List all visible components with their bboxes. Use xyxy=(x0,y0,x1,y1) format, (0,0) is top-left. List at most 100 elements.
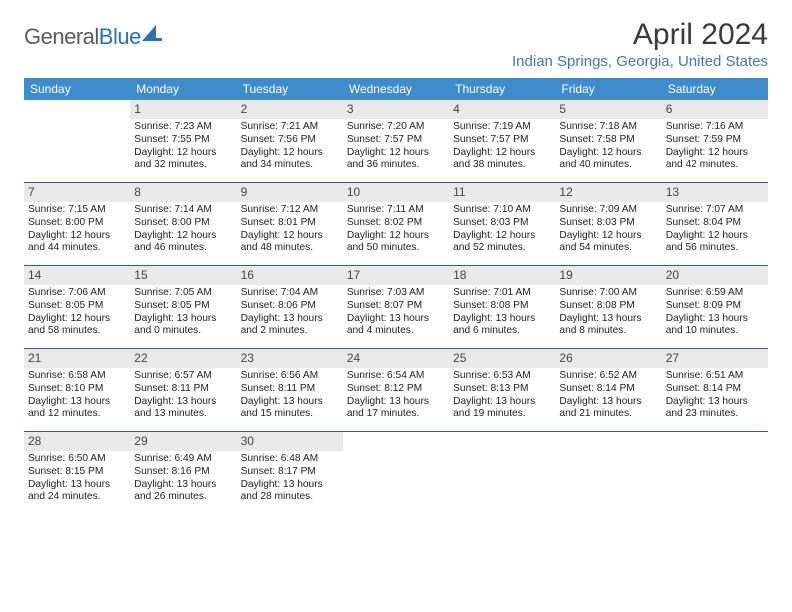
day-cell: 26Sunrise: 6:52 AMSunset: 8:14 PMDayligh… xyxy=(555,349,661,431)
sunset-text: Sunset: 7:56 PM xyxy=(241,134,339,147)
sunrise-text: Sunrise: 7:12 AM xyxy=(241,204,339,217)
calendar-grid: SundayMondayTuesdayWednesdayThursdayFrid… xyxy=(24,78,768,510)
daylight-text: Daylight: 13 hours and 19 minutes. xyxy=(453,396,551,422)
day-number: 28 xyxy=(24,432,130,451)
day-cell: 8Sunrise: 7:14 AMSunset: 8:00 PMDaylight… xyxy=(130,183,236,265)
day-cell: 27Sunrise: 6:51 AMSunset: 8:14 PMDayligh… xyxy=(662,349,768,431)
sunrise-text: Sunrise: 7:23 AM xyxy=(134,121,232,134)
sunrise-text: Sunrise: 7:04 AM xyxy=(241,287,339,300)
sunset-text: Sunset: 8:05 PM xyxy=(28,300,126,313)
day-number: 27 xyxy=(662,349,768,368)
sunset-text: Sunset: 8:07 PM xyxy=(347,300,445,313)
daylight-text: Daylight: 13 hours and 8 minutes. xyxy=(559,313,657,339)
day-number: 14 xyxy=(24,266,130,285)
sunrise-text: Sunrise: 7:09 AM xyxy=(559,204,657,217)
day-cell: 20Sunrise: 6:59 AMSunset: 8:09 PMDayligh… xyxy=(662,266,768,348)
day-number: 5 xyxy=(555,100,661,119)
sunset-text: Sunset: 8:01 PM xyxy=(241,217,339,230)
day-number: 26 xyxy=(555,349,661,368)
daylight-text: Daylight: 12 hours and 58 minutes. xyxy=(28,313,126,339)
sunset-text: Sunset: 8:11 PM xyxy=(241,383,339,396)
day-number: 18 xyxy=(449,266,555,285)
weekday-header: Wednesday xyxy=(343,78,449,100)
sunset-text: Sunset: 8:17 PM xyxy=(241,466,339,479)
sunset-text: Sunset: 8:16 PM xyxy=(134,466,232,479)
daylight-text: Daylight: 13 hours and 26 minutes. xyxy=(134,479,232,505)
empty-day-cell xyxy=(24,100,130,182)
day-number: 15 xyxy=(130,266,236,285)
daylight-text: Daylight: 13 hours and 13 minutes. xyxy=(134,396,232,422)
day-number: 29 xyxy=(130,432,236,451)
day-number: 3 xyxy=(343,100,449,119)
daylight-text: Daylight: 12 hours and 48 minutes. xyxy=(241,230,339,256)
daylight-text: Daylight: 13 hours and 17 minutes. xyxy=(347,396,445,422)
sunrise-text: Sunrise: 6:58 AM xyxy=(28,370,126,383)
daylight-text: Daylight: 13 hours and 2 minutes. xyxy=(241,313,339,339)
weekday-header: Saturday xyxy=(662,78,768,100)
sunrise-text: Sunrise: 7:06 AM xyxy=(28,287,126,300)
sunrise-text: Sunrise: 6:56 AM xyxy=(241,370,339,383)
sunrise-text: Sunrise: 7:07 AM xyxy=(666,204,764,217)
day-cell: 30Sunrise: 6:48 AMSunset: 8:17 PMDayligh… xyxy=(237,432,343,510)
sunrise-text: Sunrise: 7:01 AM xyxy=(453,287,551,300)
sunrise-text: Sunrise: 7:05 AM xyxy=(134,287,232,300)
sunrise-text: Sunrise: 6:50 AM xyxy=(28,453,126,466)
calendar-page: GeneralBlue April 2024 Indian Springs, G… xyxy=(0,0,792,520)
month-title: April 2024 xyxy=(512,18,768,51)
day-number: 21 xyxy=(24,349,130,368)
day-cell: 14 Sunrise: 7:06 AMSunset: 8:05 PMDayligh… xyxy=(24,266,130,348)
sunset-text: Sunset: 7:59 PM xyxy=(666,134,764,147)
daylight-text: Daylight: 13 hours and 24 minutes. xyxy=(28,479,126,505)
daylight-text: Daylight: 13 hours and 28 minutes. xyxy=(241,479,339,505)
daylight-text: Daylight: 12 hours and 50 minutes. xyxy=(347,230,445,256)
sunrise-text: Sunrise: 7:10 AM xyxy=(453,204,551,217)
daylight-text: Daylight: 12 hours and 36 minutes. xyxy=(347,147,445,173)
sunrise-text: Sunrise: 7:18 AM xyxy=(559,121,657,134)
sunrise-text: Sunrise: 6:49 AM xyxy=(134,453,232,466)
sunset-text: Sunset: 8:08 PM xyxy=(453,300,551,313)
daylight-text: Daylight: 12 hours and 38 minutes. xyxy=(453,147,551,173)
day-cell: 11Sunrise: 7:10 AMSunset: 8:03 PMDayligh… xyxy=(449,183,555,265)
daylight-text: Daylight: 13 hours and 12 minutes. xyxy=(28,396,126,422)
day-cell: 12Sunrise: 7:09 AMSunset: 8:03 PMDayligh… xyxy=(555,183,661,265)
day-cell: 5Sunrise: 7:18 AMSunset: 7:58 PMDaylight… xyxy=(555,100,661,182)
logo-text-gray: General xyxy=(24,24,99,50)
day-number: 17 xyxy=(343,266,449,285)
sunrise-text: Sunrise: 7:03 AM xyxy=(347,287,445,300)
day-cell: 6Sunrise: 7:16 AMSunset: 7:59 PMDaylight… xyxy=(662,100,768,182)
day-cell: 17Sunrise: 7:03 AMSunset: 8:07 PMDayligh… xyxy=(343,266,449,348)
sunrise-text: Sunrise: 7:14 AM xyxy=(134,204,232,217)
day-number: 6 xyxy=(662,100,768,119)
sunset-text: Sunset: 7:57 PM xyxy=(453,134,551,147)
day-number: 30 xyxy=(237,432,343,451)
sunset-text: Sunset: 7:55 PM xyxy=(134,134,232,147)
sunrise-text: Sunrise: 6:53 AM xyxy=(453,370,551,383)
empty-day-cell xyxy=(343,432,449,510)
sunrise-text: Sunrise: 7:21 AM xyxy=(241,121,339,134)
header: GeneralBlue April 2024 Indian Springs, G… xyxy=(24,18,768,70)
day-number: 1 xyxy=(130,100,236,119)
empty-day-cell xyxy=(662,432,768,510)
day-number: 7 xyxy=(24,183,130,202)
day-cell: 19Sunrise: 7:00 AMSunset: 8:08 PMDayligh… xyxy=(555,266,661,348)
logo: GeneralBlue xyxy=(24,18,162,50)
sunset-text: Sunset: 8:03 PM xyxy=(453,217,551,230)
daylight-text: Daylight: 12 hours and 40 minutes. xyxy=(559,147,657,173)
day-cell: 23Sunrise: 6:56 AMSunset: 8:11 PMDayligh… xyxy=(237,349,343,431)
daylight-text: Daylight: 12 hours and 46 minutes. xyxy=(134,230,232,256)
empty-day-cell xyxy=(449,432,555,510)
day-cell: 3Sunrise: 7:20 AMSunset: 7:57 PMDaylight… xyxy=(343,100,449,182)
sunset-text: Sunset: 8:09 PM xyxy=(666,300,764,313)
day-cell: 4Sunrise: 7:19 AMSunset: 7:57 PMDaylight… xyxy=(449,100,555,182)
daylight-text: Daylight: 12 hours and 52 minutes. xyxy=(453,230,551,256)
sunset-text: Sunset: 8:06 PM xyxy=(241,300,339,313)
day-number: 24 xyxy=(343,349,449,368)
sunrise-text: Sunrise: 6:57 AM xyxy=(134,370,232,383)
weekday-header-row: SundayMondayTuesdayWednesdayThursdayFrid… xyxy=(24,78,768,100)
day-number: 23 xyxy=(237,349,343,368)
location-subtitle: Indian Springs, Georgia, United States xyxy=(512,53,768,70)
day-cell: 9Sunrise: 7:12 AMSunset: 8:01 PMDaylight… xyxy=(237,183,343,265)
week-row: 14Sunrise: 7:06 AMSunset: 8:05 PMDayligh… xyxy=(24,266,768,349)
sunset-text: Sunset: 8:04 PM xyxy=(666,217,764,230)
daylight-text: Daylight: 12 hours and 34 minutes. xyxy=(241,147,339,173)
